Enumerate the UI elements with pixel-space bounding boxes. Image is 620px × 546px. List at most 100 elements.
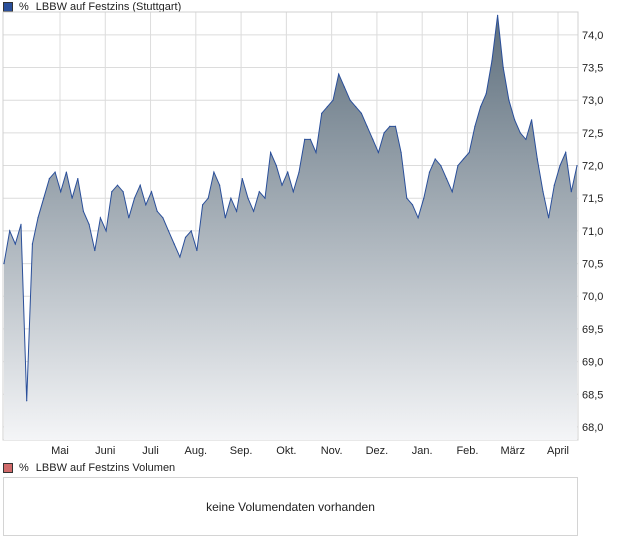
x-tick-label: Aug. (184, 445, 207, 457)
data-point (111, 191, 113, 193)
data-point (491, 60, 493, 62)
data-point (298, 171, 300, 173)
data-point (167, 230, 170, 232)
data-point (99, 217, 101, 219)
data-point (570, 191, 572, 193)
data-point (445, 178, 448, 180)
data-point (128, 217, 130, 219)
x-axis: Mai Juni Juli Aug. Sep. Okt. Nov. Dez. Jan. Feb. M… (51, 445, 569, 457)
data-point (150, 191, 153, 193)
data-point (525, 138, 527, 140)
y-tick-label: 69,5 (582, 324, 603, 336)
price-line (3, 15, 578, 401)
data-point (202, 204, 204, 206)
x-tick-label: Nov. (321, 445, 343, 457)
data-point (383, 132, 385, 134)
x-tick-label: Juni (95, 445, 115, 457)
data-point (434, 158, 436, 160)
volume-legend-swatch (3, 463, 13, 473)
data-point (196, 249, 198, 252)
data-point (531, 119, 533, 121)
data-point (139, 184, 141, 186)
data-point (536, 158, 538, 160)
data-point (502, 66, 504, 69)
x-tick-label: Jan. (412, 445, 433, 457)
data-point (514, 119, 516, 121)
data-point (332, 99, 334, 101)
x-tick-label: Feb. (456, 445, 478, 457)
y-tick-label: 72,0 (582, 161, 603, 173)
data-point (230, 197, 232, 199)
data-point (309, 138, 311, 140)
data-point (372, 138, 374, 140)
data-point (423, 197, 425, 199)
data-point (519, 132, 521, 134)
data-point (60, 191, 62, 193)
volume-empty-message: keine Volumendaten vorhanden (206, 500, 375, 514)
data-point (275, 165, 277, 167)
data-point (253, 210, 255, 212)
data-point (428, 171, 431, 173)
data-point (559, 165, 561, 167)
data-point (474, 125, 476, 127)
data-point (389, 125, 391, 127)
data-point (82, 210, 84, 212)
x-tick-label: Okt. (276, 445, 296, 457)
y-tick-label: 70,5 (582, 259, 603, 271)
data-point (26, 400, 28, 402)
y-tick-label: 68,0 (582, 422, 603, 434)
data-point (88, 223, 90, 225)
data-point (224, 217, 226, 219)
volume-legend: % LBBW auf Festzins Volumen (3, 461, 175, 475)
data-point (264, 197, 266, 199)
data-point (173, 243, 175, 245)
data-point (258, 191, 260, 193)
data-point (3, 263, 5, 265)
data-point (406, 197, 408, 199)
data-point (162, 217, 164, 219)
data-point (287, 171, 289, 173)
x-tick-label: Dez. (366, 445, 389, 457)
data-point (133, 197, 136, 199)
y-tick-label: 69,0 (582, 357, 603, 369)
price-legend-unit: % (19, 1, 29, 13)
y-tick-label: 73,5 (582, 63, 603, 75)
data-point (377, 151, 379, 154)
data-point (236, 210, 238, 212)
data-point (343, 86, 345, 88)
data-point (190, 230, 192, 232)
data-point (105, 230, 107, 232)
y-tick-label: 72,5 (582, 128, 603, 140)
data-point (457, 165, 459, 167)
data-point (116, 184, 119, 186)
y-tick-label: 74,0 (582, 30, 603, 42)
data-point (213, 171, 215, 173)
data-point (548, 217, 550, 219)
data-point (145, 204, 147, 206)
volume-legend-unit: % (19, 462, 29, 474)
data-point (304, 138, 306, 140)
data-point (292, 191, 294, 193)
data-point (14, 243, 16, 245)
data-point (65, 171, 67, 173)
y-axis: 68,0 68,5 69,0 69,5 70,0 70,5 71,0 71,5 72,0 72,5… (582, 30, 603, 434)
data-point (394, 125, 397, 127)
data-point (48, 178, 51, 180)
data-point (241, 178, 243, 180)
data-point (542, 191, 544, 193)
data-point (321, 112, 323, 114)
y-tick-label: 71,0 (582, 226, 603, 238)
data-point (349, 99, 351, 101)
y-tick-label: 73,0 (582, 95, 603, 107)
x-tick-label: Sep. (230, 445, 253, 457)
y-tick-label: 68,5 (582, 389, 603, 401)
volume-legend-label: LBBW auf Festzins Volumen (35, 462, 176, 474)
price-chart: 68,0 68,5 69,0 69,5 70,0 70,5 71,0 71,5 72,0 72,5… (2, 11, 603, 457)
data-point (468, 151, 470, 154)
data-point (576, 165, 578, 167)
price-area (4, 15, 577, 441)
data-point (54, 171, 56, 173)
data-point (417, 217, 419, 219)
data-point (565, 151, 567, 154)
data-point (219, 184, 221, 186)
